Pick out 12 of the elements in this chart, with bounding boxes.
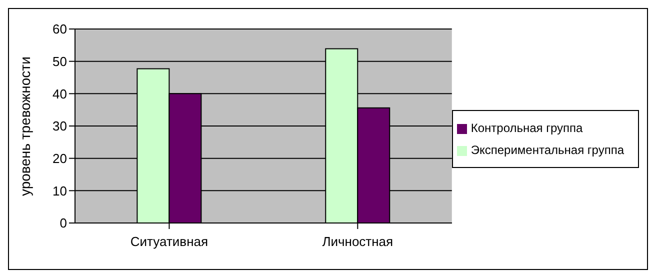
y-tick-label: 50 [52,54,67,69]
x-tick-label: Ситуативная [130,234,208,250]
y-tick-label: 60 [52,22,67,37]
y-tick-label: 10 [52,183,67,198]
y-axis-title: уровень тревожности [16,56,33,196]
legend-label: Экспериментальная группа [470,143,624,157]
y-tick-label: 0 [60,216,67,231]
y-tick-label: 20 [52,150,67,166]
legend-label: Контрольная группа [470,121,583,135]
y-tick-label: 40 [52,86,67,102]
y-tick-label: 30 [52,118,67,134]
x-tick-label: Личностная [322,234,394,250]
